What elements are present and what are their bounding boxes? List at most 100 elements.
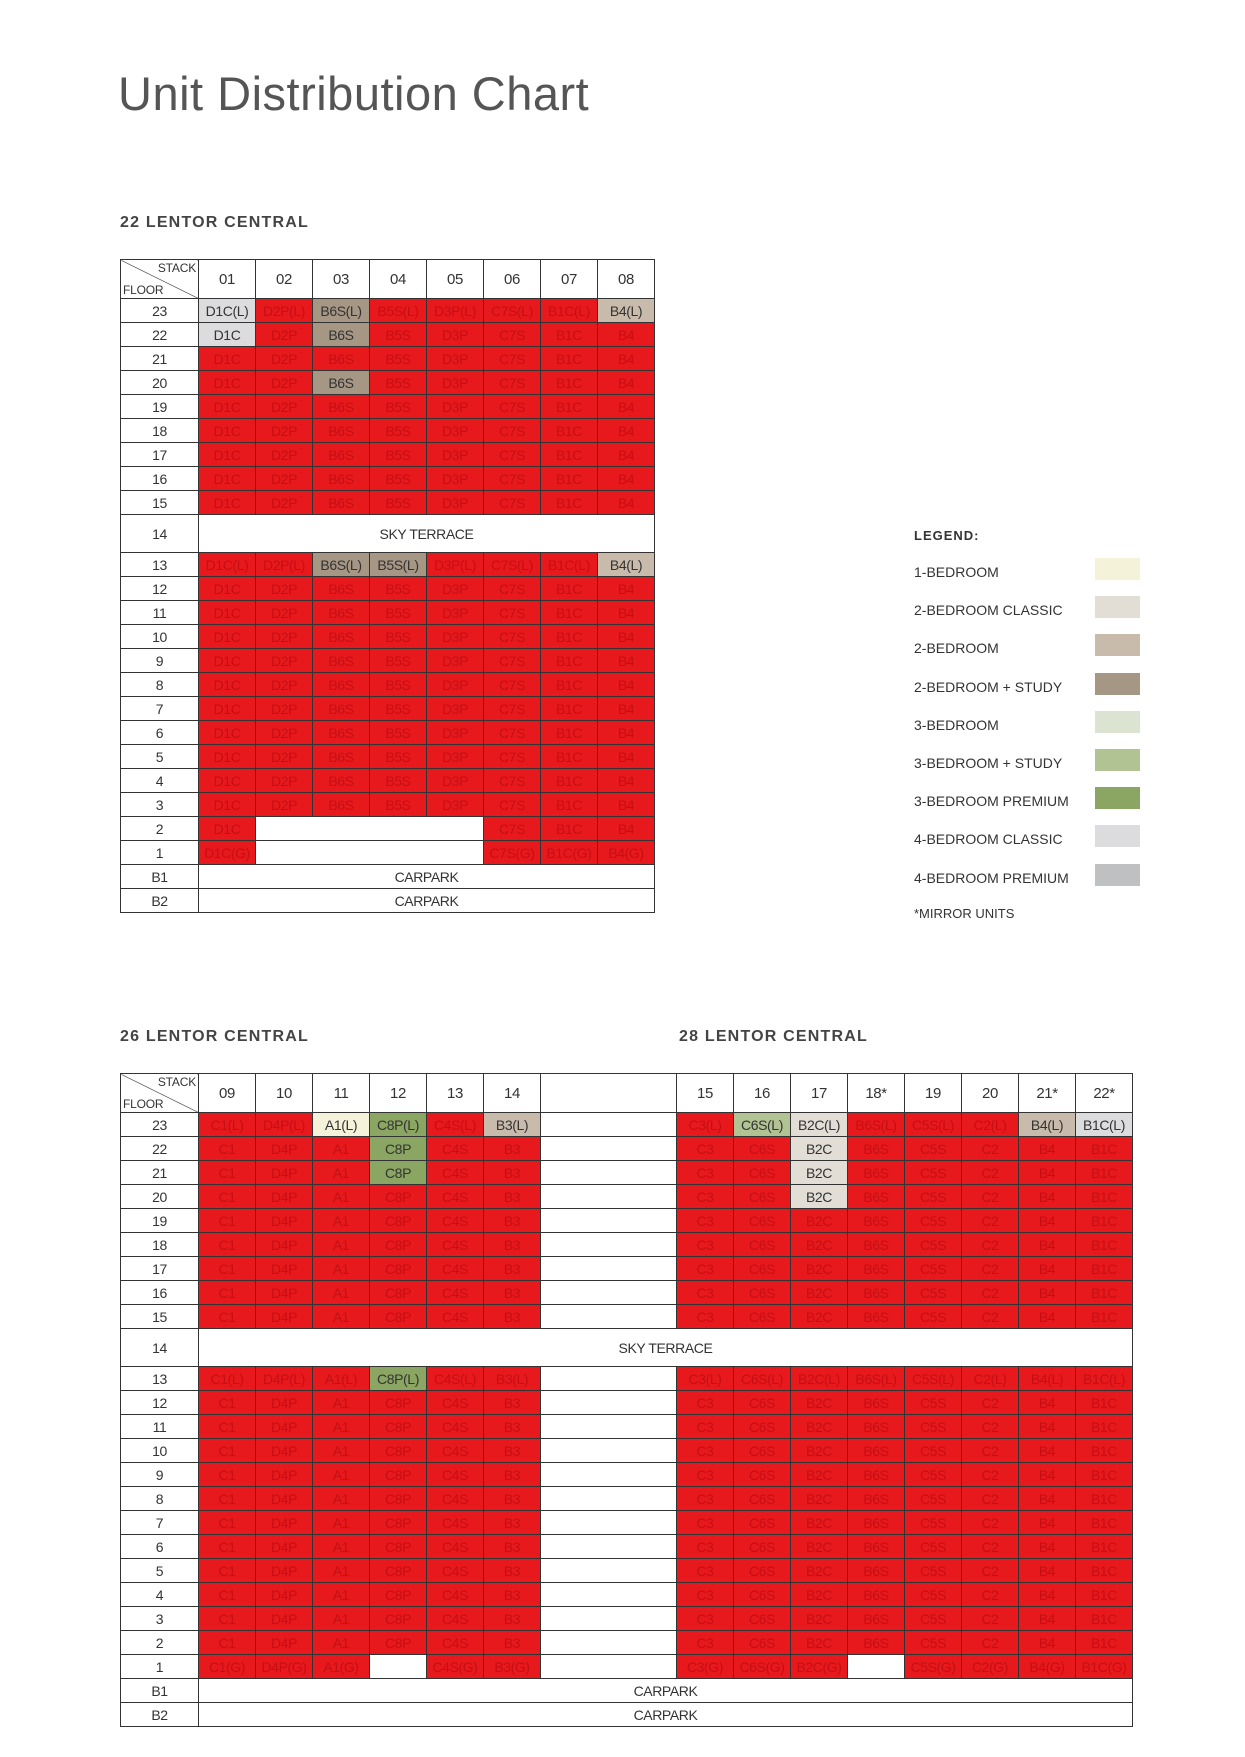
unit-cell: B2C [790,1304,848,1329]
unit-cell: B2C [790,1256,848,1281]
floor-row: 6 C1 D4P A1 C8P C4S B3 C3 C6S B2C B6S C5S C2 B4 B1C [120,1534,1133,1559]
unit-cell: B1C [1075,1136,1133,1161]
unit-cell: C6S(L) [733,1112,791,1137]
legend-label: 1-BEDROOM [914,564,999,580]
unit-cell: B2C(G) [790,1654,848,1679]
floor-row: 7 D1C D2P B6S B5S D3P C7S B1C B4 [120,696,655,721]
unit-cell: C6S [733,1582,791,1607]
floor-row: 13 D1C(L) D2P(L) B6S(L) B5S(L) D3P(L) C7S(L) B1… [120,552,655,577]
unit-cell: C2(G) [961,1654,1019,1679]
section-heading: 28 LENTOR CENTRAL [679,1028,869,1045]
legend-swatch [1095,634,1140,657]
unit-cell: D4P [255,1510,313,1535]
floor-row: 19 C1 D4P A1 C8P C4S B3 C3 C6S B2C B6S C5S C2 B4 B1C [120,1208,1133,1233]
corner-label: FLOOR [123,1097,164,1111]
unit-cell: C8P [369,1414,427,1439]
unit-cell: D3P [426,322,484,347]
unit-cell: C4S [426,1438,484,1463]
unit-cell: C6S [733,1280,791,1305]
unit-cell: A1 [312,1256,370,1281]
unit-cell: B2C [790,1534,848,1559]
unit-cell: B1C [1075,1256,1133,1281]
unit-cell: C8P [369,1232,427,1257]
stack-label: 01 [198,259,256,299]
unit-cell: C8P [369,1510,427,1535]
unit-cell: B2C [790,1510,848,1535]
floor-label: 17 [120,1256,199,1281]
unit-cell: B6S [312,768,370,793]
unit-cell: C4S [426,1486,484,1511]
unit-cell: C1 [198,1582,256,1607]
unit-cell: D1C [198,322,256,347]
unit-cell: B1C [540,768,598,793]
stack-label: 10 [255,1073,313,1113]
unit-cell: A1 [312,1304,370,1329]
unit-cell: B4 [597,624,655,649]
unit-cell: C6S [733,1304,791,1329]
unit-cell: A1 [312,1462,370,1487]
legend-label: 4-BEDROOM CLASSIC [914,831,1063,848]
section-heading: 22 LENTOR CENTRAL [120,214,310,231]
unit-cell: C3 [676,1462,734,1487]
unit-cell: C4S [426,1630,484,1655]
unit-cell: C3 [676,1208,734,1233]
unit-cell: C5S [904,1438,962,1463]
unit-cell: D3P [426,346,484,371]
unit-cell: D1C [198,672,256,697]
unit-cell: B2C [790,1184,848,1209]
unit-cell: C3 [676,1136,734,1161]
unit-cell: B6S [847,1510,905,1535]
unit-cell: C1 [198,1438,256,1463]
empty-cell [847,1654,905,1679]
floor-label: 21 [120,346,199,371]
unit-cell: C7S [483,720,541,745]
unit-cell: C5S [904,1534,962,1559]
unit-cell: B4(L) [597,298,655,323]
floor-row: 18 C1 D4P A1 C8P C4S B3 C3 C6S B2C B6S C5S C2 B4 B1C [120,1232,1133,1257]
unit-cell: D2P [255,600,313,625]
unit-cell: B5S [369,346,427,371]
unit-cell: D3P [426,744,484,769]
empty-cell [540,1534,677,1559]
unit-cell: C4S [426,1462,484,1487]
unit-cell: C7S [483,744,541,769]
unit-cell: C4S [426,1606,484,1631]
unit-cell: C8P [369,1304,427,1329]
unit-cell: B6S [312,394,370,419]
unit-cell: D4P(L) [255,1112,313,1137]
unit-cell: B4(G) [597,840,655,865]
unit-cell: C4S [426,1390,484,1415]
unit-cell: B2C [790,1160,848,1185]
unit-cell: B1C [540,816,598,841]
unit-table: STACK FLOOR 09 10 11 12 13 14 15 16 17 18* 19 20 21* 22… [120,1073,1133,1727]
unit-cell: B5S [369,466,427,491]
legend-swatch [1095,787,1140,810]
unit-cell: C2 [961,1414,1019,1439]
legend-note: *MIRROR UNITS [914,905,1015,921]
unit-cell: D4P [255,1606,313,1631]
unit-cell: C4S [426,1304,484,1329]
unit-cell: C5S [904,1208,962,1233]
unit-cell: B1C [1075,1486,1133,1511]
legend-swatch [1095,672,1140,695]
unit-cell: D2P [255,648,313,673]
floor-row: 11 D1C D2P B6S B5S D3P C7S B1C B4 [120,600,655,625]
unit-cell: B6S [312,466,370,491]
unit-cell: D1C [198,600,256,625]
unit-cell: B6S [312,648,370,673]
unit-cell: C1 [198,1534,256,1559]
unit-cell: C5S [904,1184,962,1209]
unit-cell: C7S [483,600,541,625]
floor-label: 18 [120,418,199,443]
floor-row: 18 D1C D2P B6S B5S D3P C7S B1C B4 [120,418,655,443]
unit-cell: D2P [255,418,313,443]
unit-cell: C1 [198,1486,256,1511]
unit-cell: B2C [790,1280,848,1305]
unit-cell: D2P [255,576,313,601]
unit-cell: D2P(L) [255,298,313,323]
unit-cell: A1 [312,1558,370,1583]
unit-cell: C5S(L) [904,1112,962,1137]
floor-label: 3 [120,1606,199,1631]
unit-cell: B1C(L) [1075,1366,1133,1391]
unit-cell: D2P [255,346,313,371]
